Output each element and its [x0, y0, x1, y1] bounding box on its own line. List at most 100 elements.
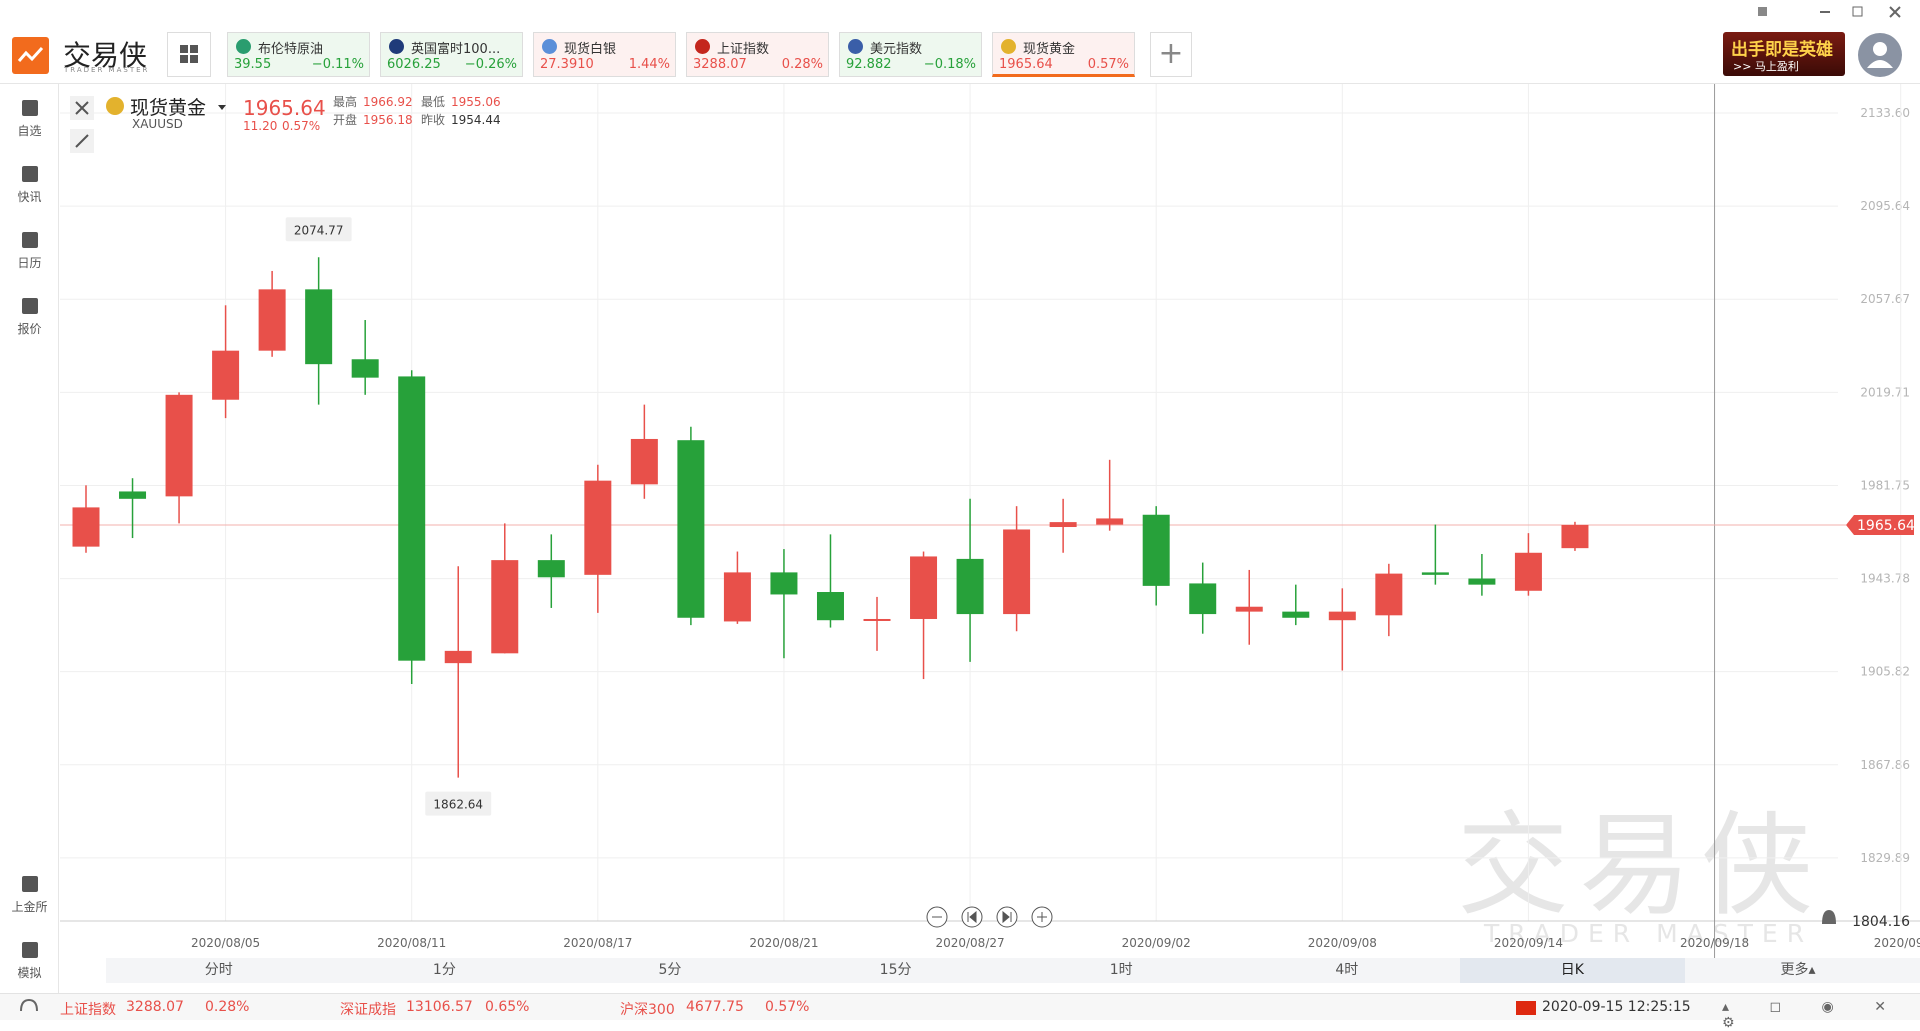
timeframe-tab[interactable]: 日K	[1459, 958, 1686, 983]
sidebar-item[interactable]: 模拟	[0, 940, 59, 981]
ticker-change: 0.28%	[781, 57, 823, 72]
status-quote-name: 深证成指	[340, 1002, 396, 1018]
ticker-name: 上证指数	[717, 42, 770, 57]
ticker-name: 美元指数	[870, 42, 923, 57]
y-tick-label: 1943.78	[1860, 572, 1910, 586]
candle-body	[72, 507, 100, 547]
x-tick-label: 2020/09/02	[1122, 936, 1191, 950]
candle-body	[537, 560, 565, 578]
sidebar-icon	[21, 232, 38, 248]
ticker-card[interactable]: 现货黄金 1965.64 0.57%	[992, 32, 1135, 77]
sidebar-item[interactable]: 报价	[0, 296, 59, 337]
sidebar-icon	[21, 876, 38, 892]
candle-body	[1328, 611, 1356, 621]
stat-label: 昨收	[421, 113, 445, 127]
candle-body	[398, 376, 426, 661]
ticker-card[interactable]: 现货白银 27.3910 1.44%	[533, 32, 676, 77]
ticker-price: 3288.07	[693, 57, 747, 72]
ticker-name: 英国富时100...	[411, 42, 501, 57]
grid-icon	[180, 45, 198, 63]
candle-body	[491, 560, 519, 654]
gold-icon	[106, 97, 124, 115]
sidebar-item[interactable]: 快讯	[0, 164, 59, 205]
timeframe-tab[interactable]: 5分	[658, 962, 682, 978]
candle-body	[1468, 578, 1496, 585]
extreme-label-box	[285, 217, 352, 242]
candle-body	[584, 480, 612, 575]
ticker-icon	[389, 39, 404, 54]
ticker-price: 27.3910	[540, 57, 594, 72]
candle-body	[212, 350, 240, 400]
sidebar-label: 自选	[17, 124, 42, 138]
window-controls[interactable]	[1750, 4, 1910, 20]
add-ticker-button[interactable]: +	[1150, 32, 1192, 77]
sidebar-label: 日历	[17, 256, 42, 270]
ad-banner[interactable]: 出手即是英雄 >> 马上盈利	[1723, 32, 1845, 76]
extreme-label: 2074.77	[294, 223, 344, 237]
status-quote-change: 0.28%	[205, 999, 250, 1015]
ticker-card[interactable]: 美元指数 92.882 −0.18%	[839, 32, 982, 77]
sidebar-label: 上金所	[11, 900, 48, 914]
ticker-icon	[542, 39, 557, 54]
ticker-card[interactable]: 英国富时100... 6026.25 −0.26%	[380, 32, 523, 77]
stat-label: 最低	[421, 95, 445, 109]
candle-body	[119, 491, 147, 499]
avatar[interactable]	[1857, 32, 1903, 78]
candle-body	[863, 618, 891, 621]
logo-icon	[12, 37, 49, 74]
icon-shape	[21, 166, 38, 182]
candle-body	[1282, 611, 1310, 618]
last-price-label: 1965.64	[1857, 518, 1915, 534]
y-tick-label: 1829.89	[1860, 851, 1910, 865]
ticker-card[interactable]: 布伦特原油 39.55 −0.11%	[227, 32, 370, 77]
status-quote-price: 3288.07	[126, 999, 184, 1015]
timeframe-tab[interactable]: 更多▴	[1780, 962, 1816, 978]
stat-label: 最高	[333, 94, 357, 109]
candle-body	[723, 572, 751, 622]
status-quote-change: 0.57%	[765, 999, 810, 1015]
candle-body	[1514, 552, 1542, 591]
y-tick-label: 2057.67	[1860, 292, 1910, 306]
sidebar-label: 快讯	[17, 190, 42, 204]
stat-value: 1956.18	[363, 113, 413, 127]
status-quote-price: 13106.57	[406, 999, 473, 1015]
layout-button[interactable]	[167, 32, 211, 77]
icon-shape	[21, 232, 38, 248]
y-tick-label: 1867.86	[1860, 758, 1910, 772]
header-change-pct: 0.57%	[282, 119, 320, 133]
sidebar-item[interactable]: 日历	[0, 230, 59, 271]
timeframe-tab[interactable]: 1分	[432, 962, 456, 978]
x-tick-label: 2020/08/05	[191, 936, 260, 950]
timeframe-tab[interactable]: 4时	[1335, 962, 1359, 978]
timeframe-tab[interactable]: 1时	[1109, 962, 1133, 978]
status-icons[interactable]: ▴ ◻ ◉ ✕ ⚙	[1722, 999, 1904, 1031]
candle-body	[677, 440, 705, 618]
candle-body	[1189, 583, 1217, 615]
ticker-name: 现货黄金	[1023, 42, 1076, 57]
top-bar: 交易侠 TRADER MASTER 布伦特原油 39.55 −0.11% 英国富时10…	[0, 0, 1920, 84]
logo-sub: TRADER MASTER	[64, 66, 150, 74]
x-tick-label: 2020/08/21	[749, 936, 818, 950]
sidebar-icon	[21, 298, 38, 314]
icon-shape	[21, 100, 38, 116]
y-tick-label: 2095.64	[1860, 199, 1910, 213]
sidebar-item[interactable]: 自选	[0, 98, 59, 139]
ad-sub: >> 马上盈利	[1733, 60, 1799, 73]
ticker-card[interactable]: 上证指数 3288.07 0.28%	[686, 32, 829, 77]
ticker-change: −0.11%	[311, 57, 364, 72]
y-tick-label: 1981.75	[1860, 478, 1910, 492]
sidebar-item[interactable]: 上金所	[0, 874, 59, 915]
timeframe-tab[interactable]: 15分	[879, 962, 912, 978]
headset-icon	[20, 998, 38, 1012]
x-tick-label: 2020/09/14	[1494, 936, 1563, 950]
candle-body	[305, 289, 333, 365]
symbol-caret	[218, 105, 226, 110]
extreme-label: 1862.64	[433, 798, 483, 812]
candle-body	[1003, 529, 1031, 615]
timeframe-tab[interactable]: 分时	[204, 962, 233, 978]
x-tick-label: 2020/08/17	[563, 936, 632, 950]
axis-readout: 1804.16	[1852, 914, 1910, 930]
zoom-glyph	[1037, 912, 1047, 922]
